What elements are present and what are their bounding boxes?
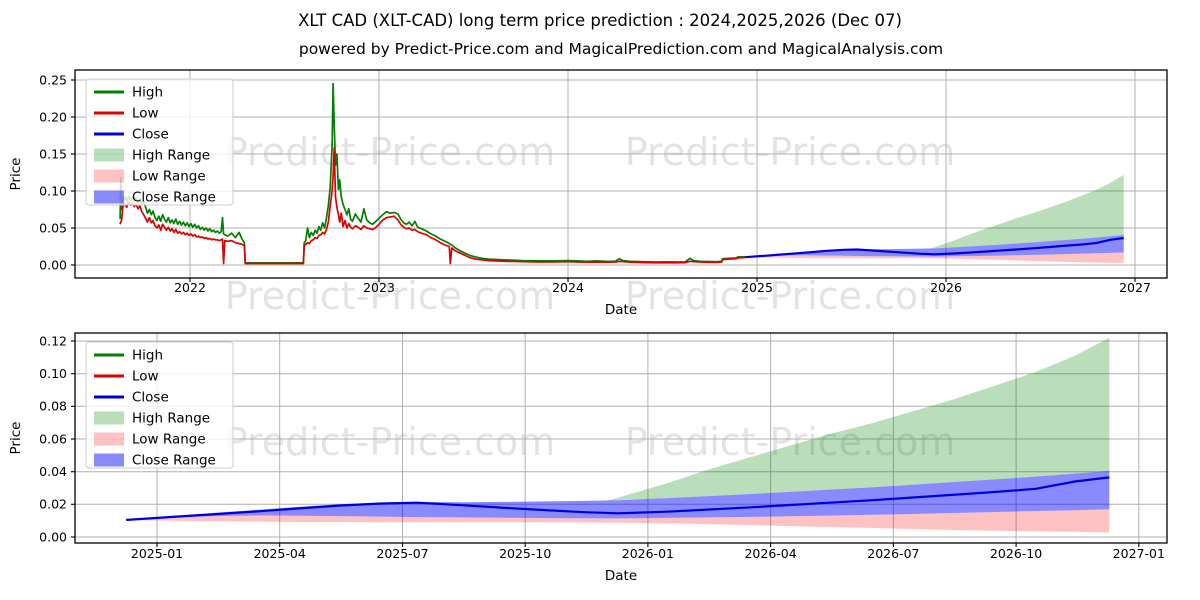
x-tick-label: 2025-10 <box>499 546 551 561</box>
plot-border <box>74 69 1168 279</box>
legend-label-low: Low <box>132 106 159 122</box>
x-axis-label: Date <box>605 568 637 584</box>
legend-swatch-high-range <box>94 148 124 162</box>
legend-label-close: Close <box>132 127 169 143</box>
y-axis-label: Price <box>8 158 24 191</box>
x-tick-label: 2025-01 <box>131 546 183 561</box>
low-range-band <box>745 252 1124 263</box>
x-tick-label: 2024 <box>552 280 584 295</box>
x-tick-label: 2023 <box>363 280 395 295</box>
legend-swatch-low-range <box>94 169 124 183</box>
legend-label-high-range: High Range <box>132 148 210 164</box>
legend-label-low-range: Low Range <box>132 432 206 448</box>
x-tick-label: 2025-04 <box>254 546 306 561</box>
high-range-band <box>608 337 1110 501</box>
x-tick-label: 2026 <box>930 280 962 295</box>
low-range-band <box>126 509 1110 533</box>
watermark-text: Predict-Price.com <box>225 130 556 174</box>
legend: High Low Close High Range Low Range Close Ran… <box>85 78 234 206</box>
x-axis-label: Date <box>605 302 637 318</box>
watermark-text: Predict-Price.com <box>225 274 556 318</box>
legend-label-high-range: High Range <box>132 411 210 427</box>
x-tick-label: 2022 <box>174 280 206 295</box>
y-tick-label: 0.08 <box>39 399 67 414</box>
legend: High Low Close High Range Low Range Close Ran… <box>85 341 234 469</box>
x-tick-label: 2025-07 <box>376 546 428 561</box>
y-tick-label: 0.06 <box>39 431 67 446</box>
close-range-band <box>745 235 1124 258</box>
watermark-text: Predict-Price.com <box>625 274 956 318</box>
close-line <box>745 236 1124 259</box>
x-tick-label: 2026-04 <box>744 546 796 561</box>
y-tick-label: 0.00 <box>39 257 67 272</box>
x-tick-label: 2026-10 <box>990 546 1042 561</box>
legend-label-close-range: Close Range <box>132 453 216 469</box>
legend-label-close: Close <box>132 390 169 406</box>
y-axis-label: Price <box>8 422 24 455</box>
y-tick-label: 0.05 <box>39 220 67 235</box>
watermark-text: Predict-Price.com <box>225 420 556 464</box>
y-tick-label: 0.02 <box>39 497 67 512</box>
legend-label-low: Low <box>132 369 159 385</box>
close-line <box>126 476 1110 521</box>
plot-border <box>74 332 1168 544</box>
legend-label-high: High <box>132 348 163 364</box>
y-tick-label: 0.00 <box>39 529 67 544</box>
legend-label-high: High <box>132 85 163 101</box>
x-tick-label: 2025 <box>741 280 773 295</box>
y-tick-label: 0.10 <box>39 366 67 381</box>
y-tick-label: 0.12 <box>39 333 67 348</box>
y-tick-label: 0.04 <box>39 464 67 479</box>
page-title: XLT CAD (XLT-CAD) long term price predic… <box>298 11 902 30</box>
x-tick-label: 2027 <box>1119 280 1151 295</box>
low-line <box>119 147 746 265</box>
legend-label-low-range: Low Range <box>132 169 206 185</box>
y-tick-label: 0.25 <box>39 72 67 87</box>
bottom-chart: 2025-01 2025-04 2025-07 2025-10 2026-01 2026-… <box>8 332 1168 584</box>
x-tick-label: 2026-07 <box>867 546 919 561</box>
x-tick-label: 2027-01 <box>1113 546 1165 561</box>
x-tick-label: 2026-01 <box>622 546 674 561</box>
watermark-text: Predict-Price.com <box>625 420 956 464</box>
high-range-band <box>930 174 1124 249</box>
legend-label-close-range: Close Range <box>132 190 216 206</box>
top-chart: 2022 2023 2024 2025 2026 2027 0.00 0.05 0.10 0.15… <box>8 69 1168 318</box>
y-tick-label: 0.10 <box>39 183 67 198</box>
legend-swatch-high-range <box>94 411 124 425</box>
legend-swatch-close-range <box>94 190 124 204</box>
y-tick-label: 0.15 <box>39 146 67 161</box>
legend-swatch-close-range <box>94 453 124 467</box>
high-line <box>119 82 746 264</box>
legend-box <box>85 78 234 206</box>
watermark-text: Predict-Price.com <box>625 130 956 174</box>
legend-box <box>85 341 234 469</box>
chart-subtitle: powered by Predict-Price.com and Magical… <box>298 40 944 58</box>
legend-swatch-low-range <box>94 432 124 446</box>
y-tick-label: 0.20 <box>39 109 67 124</box>
close-range-band <box>126 470 1110 521</box>
